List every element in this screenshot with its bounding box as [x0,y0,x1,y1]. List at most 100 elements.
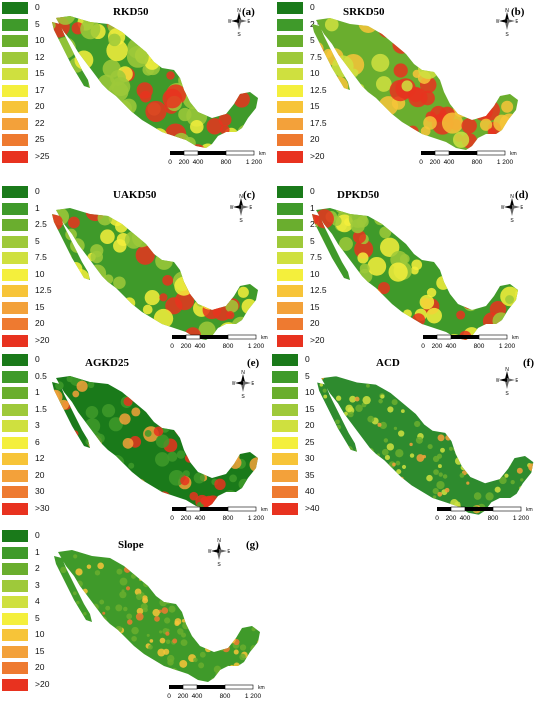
legend-swatch [277,252,303,264]
legend-label: 12.5 [35,285,52,295]
legend-label: 15 [35,645,45,656]
legend-swatch [272,354,298,366]
svg-text:km: km [510,151,517,157]
legend-swatch [2,235,28,248]
legend-swatch [277,2,303,14]
panel-g: 0 1 2 3 4 5 10 15 20 >20 Slope (g) N S W E 0 200 400 800… [0,528,275,704]
legend-swatch [277,301,303,314]
svg-text:200: 200 [181,515,192,522]
legend-swatch [2,354,28,366]
svg-text:1 200: 1 200 [513,515,530,522]
svg-text:400: 400 [460,515,471,522]
legend-swatch [2,301,28,314]
legend-swatch [2,268,28,281]
legend-swatch [277,219,303,231]
legend-label: >20 [35,334,50,345]
legend-label: >20 [310,334,325,345]
svg-text:km: km [261,335,268,341]
legend-swatch [277,318,303,330]
svg-text:400: 400 [195,343,206,350]
svg-text:S: S [241,394,245,398]
legend-label: 7.5 [310,252,322,262]
legend-swatch [2,420,28,432]
legend-swatch [277,18,303,31]
panel-letter-c: (c) [243,189,256,201]
legend-label: 10 [310,268,320,279]
north-arrow-icon: N S W E [227,8,252,38]
legend-label: 20 [305,420,315,430]
legend-swatch [2,612,28,625]
legend-label: 20 [35,101,45,111]
legend-swatch [272,370,298,383]
legend-label: 12.5 [310,285,327,295]
legend-label: 17.5 [310,117,327,128]
legend-swatch [2,318,28,330]
legend-label: 15 [305,403,315,414]
legend-label: >20 [310,150,325,161]
legend-swatch [272,469,298,482]
legend-swatch [2,2,28,14]
panel-title-c: UAKD50 [113,189,157,201]
legend-swatch [2,436,28,449]
svg-text:W: W [228,19,232,25]
legend-label: 2.5 [310,18,322,29]
scale-bar: 0 200 400 800 1 200 km [419,150,523,170]
legend-label: 0 [35,530,40,540]
legend-swatch [277,235,303,248]
svg-text:800: 800 [221,159,232,166]
svg-text:km: km [258,685,265,691]
svg-text:S: S [505,391,509,395]
legend-label: 22 [35,117,45,128]
svg-text:0: 0 [421,343,425,350]
legend-swatch [277,68,303,80]
svg-text:W: W [496,378,500,384]
legend-label: 10 [35,629,45,639]
legend-label: 5 [35,235,40,246]
legend-label: 0 [35,2,40,12]
legend-swatch [277,134,303,146]
legend-swatch [272,453,298,465]
legend-label: 1 [35,387,40,397]
north-arrow-icon: N S W E [207,538,232,568]
legend-swatch [2,117,28,130]
legend-label: 10 [35,35,45,45]
panel-b: 0 2.5 5 7.5 10 12.5 15 17.5 20 >20 SRKD50 (b) N S W… [275,0,550,172]
panel-letter-a: (a) [242,6,255,18]
legend-swatch [2,334,28,347]
legend-label: 4 [35,596,40,606]
svg-text:W: W [230,205,234,211]
north-arrow-icon: N S W E [229,194,254,224]
mexico-map [317,376,534,515]
legend-label: 6 [35,436,40,447]
legend-label: >30 [35,502,50,513]
svg-text:S: S [217,562,221,566]
svg-text:E: E [247,19,250,25]
svg-text:km: km [261,507,268,513]
mexico-map [52,16,258,148]
legend-swatch [2,68,28,80]
north-arrow-icon: N S W E [231,370,256,400]
legend-label: >25 [35,150,50,161]
legend-swatch [277,117,303,130]
legend-label: 15 [35,68,45,78]
svg-text:800: 800 [474,343,485,350]
panel-letter-e: (e) [247,357,260,369]
legend-swatch [277,285,303,297]
panel-letter-f: (f) [523,357,534,369]
legend-swatch [277,101,303,113]
mexico-map [54,550,260,682]
svg-text:E: E [249,205,252,211]
legend-swatch [2,502,28,515]
svg-text:200: 200 [432,343,443,350]
svg-text:800: 800 [488,515,499,522]
mexico-map [312,18,518,150]
legend-label: 12.5 [310,84,327,95]
legend-swatch [277,268,303,281]
svg-text:S: S [239,218,243,222]
svg-text:400: 400 [195,515,206,522]
legend-swatch [2,579,28,592]
svg-text:400: 400 [446,343,457,350]
legend-label: 10 [310,68,320,78]
legend-label: >20 [35,678,50,689]
